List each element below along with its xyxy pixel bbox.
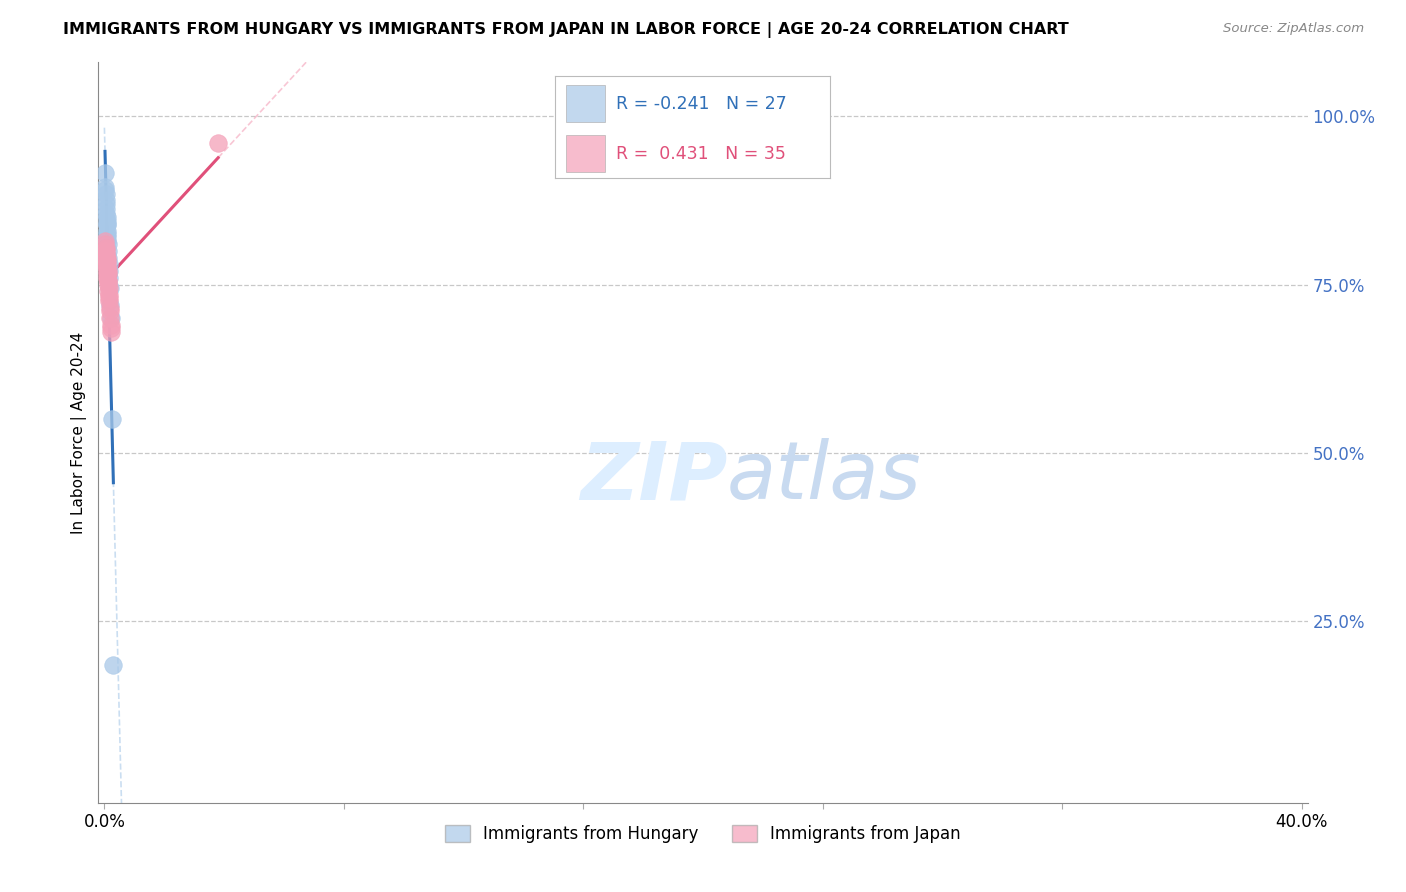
Point <box>97 264 120 278</box>
Point <box>96 224 118 238</box>
Point <box>207 136 229 151</box>
Point <box>101 412 124 426</box>
Point <box>98 270 121 285</box>
Point <box>103 657 125 672</box>
Bar <box>567 85 605 122</box>
Bar <box>567 136 605 172</box>
Point <box>100 321 122 335</box>
Point <box>97 287 120 301</box>
Point <box>96 207 118 221</box>
Point <box>94 180 117 194</box>
Text: Source: ZipAtlas.com: Source: ZipAtlas.com <box>1223 22 1364 36</box>
Point <box>96 251 118 265</box>
Text: atlas: atlas <box>727 438 922 516</box>
Point <box>94 240 117 255</box>
Point <box>96 264 118 278</box>
Point <box>94 247 117 261</box>
Point <box>96 260 118 275</box>
Text: ZIP: ZIP <box>579 438 727 516</box>
Point <box>97 237 120 252</box>
Point <box>97 285 120 299</box>
Point <box>97 251 120 265</box>
Point <box>97 281 120 295</box>
Point <box>100 298 122 312</box>
Text: IMMIGRANTS FROM HUNGARY VS IMMIGRANTS FROM JAPAN IN LABOR FORCE | AGE 20-24 CORR: IMMIGRANTS FROM HUNGARY VS IMMIGRANTS FR… <box>63 22 1069 38</box>
Point <box>96 213 118 227</box>
Point <box>97 274 120 288</box>
Y-axis label: In Labor Force | Age 20-24: In Labor Force | Age 20-24 <box>72 332 87 533</box>
Point <box>100 311 122 326</box>
Point <box>96 257 118 271</box>
Point <box>94 244 117 258</box>
Point <box>94 254 117 268</box>
Text: R = -0.241   N = 27: R = -0.241 N = 27 <box>616 95 786 112</box>
Point <box>96 219 118 233</box>
Point <box>98 301 121 315</box>
Point <box>97 277 120 292</box>
Point <box>96 234 118 248</box>
Point <box>96 257 118 271</box>
Point <box>96 268 118 282</box>
Point <box>96 211 118 225</box>
Text: R =  0.431   N = 35: R = 0.431 N = 35 <box>616 145 786 162</box>
Point <box>94 196 117 211</box>
Point <box>97 257 120 271</box>
Point <box>98 294 121 309</box>
Point <box>94 183 117 197</box>
Point <box>96 247 118 261</box>
Point <box>94 166 117 180</box>
Point <box>94 186 117 201</box>
Point <box>100 325 122 339</box>
Point <box>100 311 122 326</box>
Point <box>96 254 118 268</box>
Point <box>94 251 117 265</box>
Point <box>100 318 122 332</box>
Point <box>98 281 121 295</box>
Point <box>94 237 117 252</box>
Legend: Immigrants from Hungary, Immigrants from Japan: Immigrants from Hungary, Immigrants from… <box>439 819 967 850</box>
Point <box>96 227 118 241</box>
Point <box>94 194 117 208</box>
Point <box>97 274 120 288</box>
Point <box>96 230 118 244</box>
Point <box>96 260 118 275</box>
Point <box>97 244 120 258</box>
Point <box>96 202 118 216</box>
Point <box>96 217 118 231</box>
Point <box>94 234 117 248</box>
Point <box>98 291 121 305</box>
Point <box>97 264 120 278</box>
Point <box>97 268 120 282</box>
Point <box>94 244 117 258</box>
Point <box>96 270 118 285</box>
Point <box>98 304 121 318</box>
